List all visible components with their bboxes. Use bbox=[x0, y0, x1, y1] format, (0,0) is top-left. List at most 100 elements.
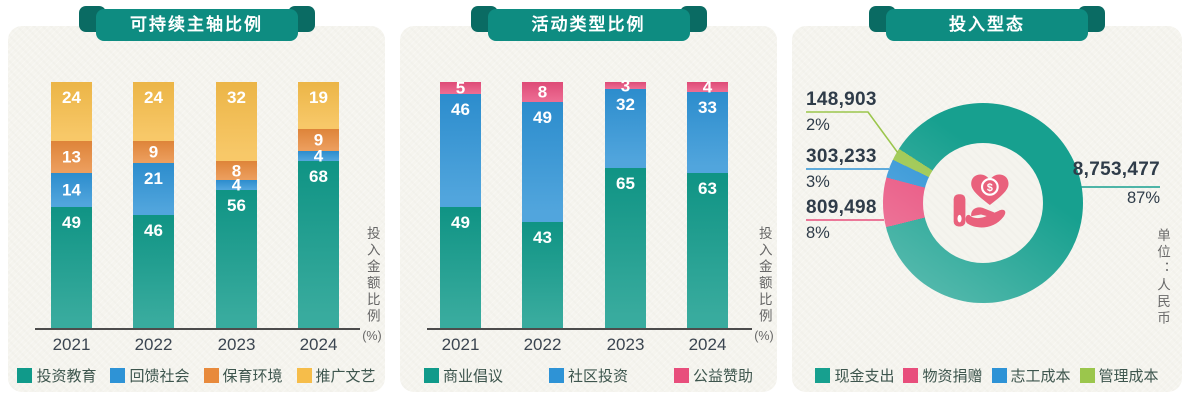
legend-label: 管理成本 bbox=[1098, 368, 1159, 385]
donut-label-percent: 87% bbox=[1126, 189, 1160, 207]
chart-card-activity-type: 活动类型比例 49 46 5 43 49 8 65 32 3 63 33 4 2021 2022 2023… bbox=[400, 6, 777, 392]
bar-value-label: 49 bbox=[451, 213, 470, 233]
x-axis-label: 2022 bbox=[134, 335, 173, 354]
donut-hole: $ bbox=[923, 143, 1043, 263]
bar-value-label: 46 bbox=[144, 220, 163, 240]
bar-value-label: 32 bbox=[227, 88, 246, 108]
bar-value-label: 24 bbox=[62, 88, 81, 108]
bar-segment-投资教育: 46 bbox=[133, 214, 174, 329]
bar-segment-社区投资: 32 bbox=[605, 89, 646, 169]
bar-segment-回馈社会: 4 bbox=[216, 177, 257, 194]
legend-swatch bbox=[17, 368, 33, 383]
svg-text:$: $ bbox=[987, 182, 993, 194]
bar-value-label: 3 bbox=[620, 76, 631, 96]
legend-label: 投资教育 bbox=[36, 368, 97, 385]
chart-title: 活动类型比例 bbox=[487, 9, 690, 41]
legend-swatch bbox=[203, 368, 219, 383]
chart-title-ribbon: 活动类型比例 bbox=[470, 6, 707, 41]
legend: 现金支出 物资捐赠 志工成本 管理成本 bbox=[792, 365, 1182, 386]
bar-segment-商业倡议: 49 bbox=[440, 207, 481, 328]
bar-segment-回馈社会: 4 bbox=[298, 147, 339, 164]
donut-label-value: 809,498 bbox=[806, 197, 877, 218]
x-axis-label: 2023 bbox=[217, 335, 256, 354]
chart-title: 投入型态 bbox=[886, 9, 1088, 41]
bar-segment-推广文艺: 24 bbox=[133, 82, 174, 142]
legend-label: 回馈社会 bbox=[129, 368, 190, 385]
bar-value-label: 21 bbox=[144, 169, 163, 189]
legend-swatch bbox=[991, 368, 1007, 383]
legend-item-社区投资: 社区投资 bbox=[548, 365, 628, 386]
chart-card-sustainable-axis: 可持续主轴比例 49 14 13 24 46 21 9 24 56 4 8 32 68 4 9 19 2021… bbox=[8, 6, 385, 392]
bar-value-label: 8 bbox=[537, 82, 548, 102]
bar-segment-推广文艺: 32 bbox=[216, 82, 257, 161]
bar-value-label: 4 bbox=[313, 146, 324, 166]
bar-segment-社区投资: 33 bbox=[687, 91, 728, 174]
y-axis-title-text: 投入金额比例 bbox=[364, 226, 380, 325]
bar-segment-推广文艺: 19 bbox=[298, 82, 339, 129]
bar-segment-推广文艺: 24 bbox=[51, 82, 92, 142]
x-axis-label: 2023 bbox=[606, 335, 645, 354]
legend-label: 保育环境 bbox=[222, 368, 283, 385]
legend-label: 现金支出 bbox=[834, 368, 895, 385]
bar-value-label: 4 bbox=[231, 175, 242, 195]
donut-label-cash-spend: 8,753,477 87% bbox=[1073, 160, 1160, 207]
bar-value-label: 56 bbox=[227, 196, 246, 216]
legend-item-现金支出: 现金支出 bbox=[815, 365, 894, 386]
chart-title-ribbon: 可持续主轴比例 bbox=[78, 6, 315, 41]
bar-segment-商业倡议: 63 bbox=[687, 173, 728, 328]
legend-item-商业倡议: 商业倡议 bbox=[423, 365, 503, 386]
legend-swatch bbox=[815, 368, 831, 383]
legend: 投资教育 回馈社会 保育环境 推广文艺 bbox=[8, 365, 385, 386]
legend-swatch bbox=[423, 368, 439, 383]
bar-segment-投资教育: 68 bbox=[298, 160, 339, 329]
hand-holding-heart-coin-icon: $ bbox=[953, 174, 1009, 228]
bar-segment-保育环境: 13 bbox=[51, 141, 92, 174]
legend-label: 志工成本 bbox=[1010, 368, 1071, 385]
y-axis-unit: (%) bbox=[754, 329, 774, 343]
bar-value-label: 24 bbox=[144, 88, 163, 108]
legend-label: 公益赞助 bbox=[693, 368, 754, 385]
bar-value-label: 33 bbox=[698, 97, 717, 117]
bar-segment-回馈社会: 14 bbox=[51, 173, 92, 208]
legend-swatch bbox=[674, 368, 689, 383]
x-axis-label: 2022 bbox=[523, 335, 562, 354]
x-axis-label: 2024 bbox=[688, 335, 727, 354]
legend-item-公益赞助: 公益赞助 bbox=[674, 365, 753, 386]
bar-value-label: 13 bbox=[62, 147, 81, 167]
x-axis-label: 2021 bbox=[441, 335, 480, 354]
bar-plot: 49 14 13 24 46 21 9 24 56 4 8 32 68 4 9 19 bbox=[8, 82, 385, 329]
legend-item-回馈社会: 回馈社会 bbox=[110, 365, 190, 386]
legend-label: 推广文艺 bbox=[315, 368, 376, 385]
bar-plot: 49 46 5 43 49 8 65 32 3 63 33 4 bbox=[400, 77, 777, 328]
x-axis-label: 2024 bbox=[299, 335, 338, 354]
chart-title-ribbon: 投入型态 bbox=[869, 6, 1105, 41]
bar-segment-回馈社会: 21 bbox=[133, 163, 174, 215]
bar-segment-公益赞助: 4 bbox=[687, 78, 728, 95]
legend-swatch bbox=[1079, 368, 1095, 383]
bar-segment-公益赞助: 8 bbox=[522, 82, 563, 102]
bar-value-label: 9 bbox=[313, 130, 324, 150]
chart-card-investment-type: 投入型态 $ 148,903 2% 303,233 bbox=[792, 6, 1182, 392]
legend-item-投资教育: 投资教育 bbox=[17, 365, 96, 386]
bar-value-label: 43 bbox=[533, 228, 552, 248]
bar-segment-投资教育: 56 bbox=[216, 190, 257, 328]
chart-title: 可持续主轴比例 bbox=[95, 9, 298, 41]
legend-swatch bbox=[110, 368, 126, 383]
bar-segment-商业倡议: 43 bbox=[522, 222, 563, 328]
bar-segment-社区投资: 49 bbox=[522, 101, 563, 223]
bar-value-label: 49 bbox=[62, 213, 81, 233]
legend-label: 社区投资 bbox=[567, 368, 628, 385]
legend-item-管理成本: 管理成本 bbox=[1079, 365, 1159, 386]
bar-value-label: 49 bbox=[533, 107, 552, 127]
legend: 商业倡议 社区投资 公益赞助 bbox=[400, 365, 777, 386]
bar-value-label: 19 bbox=[309, 88, 328, 108]
bar-segment-社区投资: 46 bbox=[440, 94, 481, 208]
x-axis-line bbox=[427, 328, 752, 330]
bar-segment-投资教育: 49 bbox=[51, 207, 92, 328]
legend-item-保育环境: 保育环境 bbox=[203, 365, 283, 386]
legend-label: 物资捐赠 bbox=[922, 368, 983, 385]
y-axis-title-text: 投入金额比例 bbox=[756, 226, 772, 325]
bar-segment-保育环境: 9 bbox=[133, 141, 174, 164]
legend-swatch bbox=[548, 368, 564, 383]
donut-label-value: 8,753,477 bbox=[1072, 159, 1160, 180]
